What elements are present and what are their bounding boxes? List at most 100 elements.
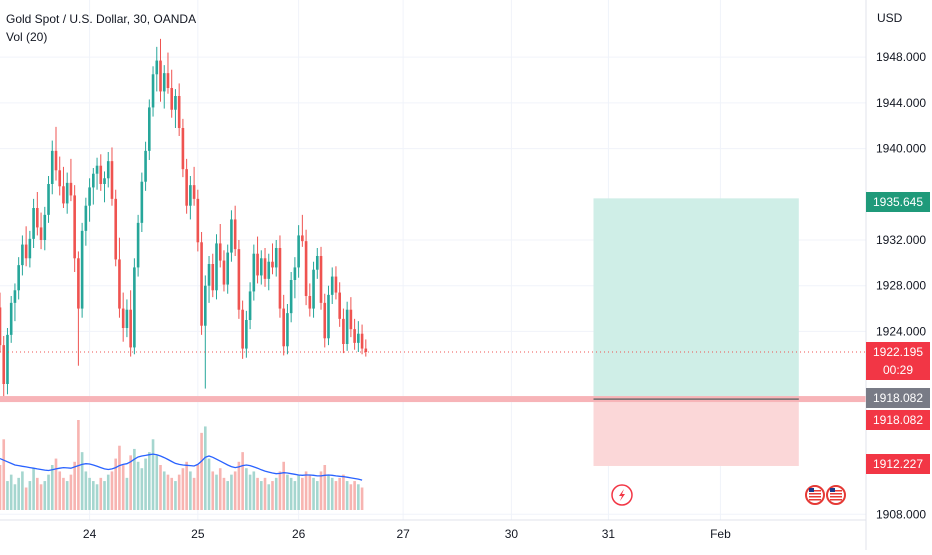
- volume-bar: [215, 474, 218, 510]
- symbol-legend[interactable]: Gold Spot / U.S. Dollar, 30, OANDA: [6, 12, 197, 26]
- candle: [226, 244, 230, 294]
- candle: [353, 318, 356, 350]
- candle: [17, 257, 20, 300]
- candle-body: [159, 60, 162, 92]
- volume-bar: [181, 468, 185, 510]
- volume-bar: [121, 465, 125, 510]
- candle: [357, 321, 360, 352]
- candle: [245, 310, 248, 358]
- volume-bar: [136, 461, 140, 510]
- candle-body: [360, 333, 364, 349]
- candle-body: [121, 308, 125, 328]
- candle-body: [252, 253, 256, 292]
- target-price-badge[interactable]: 1935.645: [866, 192, 930, 212]
- candle: [170, 69, 174, 118]
- volume-bar: [125, 477, 129, 510]
- volume-bar: [133, 448, 136, 510]
- candle: [47, 176, 50, 223]
- candle-body: [77, 258, 80, 309]
- us-flag-icon[interactable]: [805, 485, 825, 505]
- stop-price-badge[interactable]: 1912.227: [866, 454, 930, 474]
- candle: [159, 38, 162, 102]
- entry-price-badge-red[interactable]: 1918.082: [866, 410, 930, 430]
- volume-bar: [144, 458, 147, 510]
- time-tick-label: 30: [505, 527, 519, 541]
- candle: [151, 66, 155, 117]
- volume-bar: [99, 477, 103, 510]
- candle: [286, 304, 289, 355]
- stop-zone[interactable]: [593, 399, 799, 466]
- flag-ring: [826, 485, 846, 505]
- volume-bar: [330, 477, 334, 510]
- candle-body: [133, 267, 136, 348]
- candle: [252, 244, 256, 301]
- price-tick-label: 1928.000: [876, 279, 926, 293]
- volume-bar: [203, 426, 207, 510]
- entry-band: [0, 396, 866, 403]
- candle-body: [166, 73, 170, 88]
- volume-legend[interactable]: Vol (20): [6, 30, 48, 44]
- volume-bar: [211, 471, 215, 510]
- volume-bar: [13, 484, 17, 510]
- volume-bar: [189, 471, 192, 510]
- candle-body: [69, 182, 73, 196]
- candle: [148, 99, 151, 160]
- candle-body: [136, 222, 140, 268]
- candle: [334, 266, 338, 300]
- volume-bars: [0, 420, 364, 510]
- volume-bar: [349, 484, 353, 510]
- flag-ring: [805, 485, 825, 505]
- candle: [189, 176, 192, 220]
- volume-bar: [207, 458, 211, 510]
- flag-canton: [830, 488, 835, 492]
- icons[interactable]: [611, 484, 846, 506]
- volume-bar: [304, 471, 308, 510]
- price-tick-label: 1944.000: [876, 96, 926, 110]
- candle: [349, 297, 353, 338]
- current-price-badge[interactable]: 1922.195: [866, 342, 930, 362]
- candle: [364, 339, 368, 357]
- candle: [342, 308, 345, 354]
- volume-bar: [357, 484, 360, 510]
- volume-bar: [338, 477, 341, 510]
- candle: [103, 171, 106, 203]
- volume-bar: [0, 465, 2, 510]
- candle-body: [73, 195, 76, 259]
- candle-body: [293, 267, 297, 280]
- candle-body: [50, 150, 54, 184]
- candle-body: [170, 88, 174, 110]
- candle-body: [2, 345, 6, 384]
- time-tick-label: 26: [292, 527, 306, 541]
- candle-body: [43, 214, 47, 240]
- position-zones[interactable]: [593, 198, 799, 466]
- candle-body: [39, 227, 43, 240]
- entry-price-badge-gray[interactable]: 1918.082: [866, 388, 930, 408]
- candle-body: [177, 96, 181, 128]
- price-tick-label: 1908.000: [876, 507, 926, 521]
- volume-bar: [233, 471, 237, 510]
- volume-bar: [196, 465, 200, 510]
- candle-body: [226, 252, 230, 285]
- flag-stripe: [830, 499, 842, 501]
- us-flag-icon[interactable]: [826, 485, 846, 505]
- volume-bar: [271, 481, 274, 510]
- candle-body: [189, 185, 192, 206]
- volume-bar: [342, 474, 345, 510]
- candle-body: [181, 128, 185, 170]
- volume-bar: [237, 461, 241, 510]
- candle-body: [211, 264, 215, 291]
- target-zone[interactable]: [593, 198, 799, 400]
- volume-bar: [170, 477, 174, 510]
- candle: [155, 46, 159, 92]
- candle: [319, 246, 323, 310]
- candle-body: [241, 309, 244, 349]
- legend: Gold Spot / U.S. Dollar, 30, OANDA Vol (…: [6, 10, 196, 46]
- candle-body: [192, 185, 196, 199]
- candle-body: [357, 333, 360, 343]
- candle: [73, 185, 76, 272]
- candle-body: [0, 307, 2, 346]
- time-tick-label: Feb: [710, 527, 731, 541]
- candle-body: [364, 348, 368, 352]
